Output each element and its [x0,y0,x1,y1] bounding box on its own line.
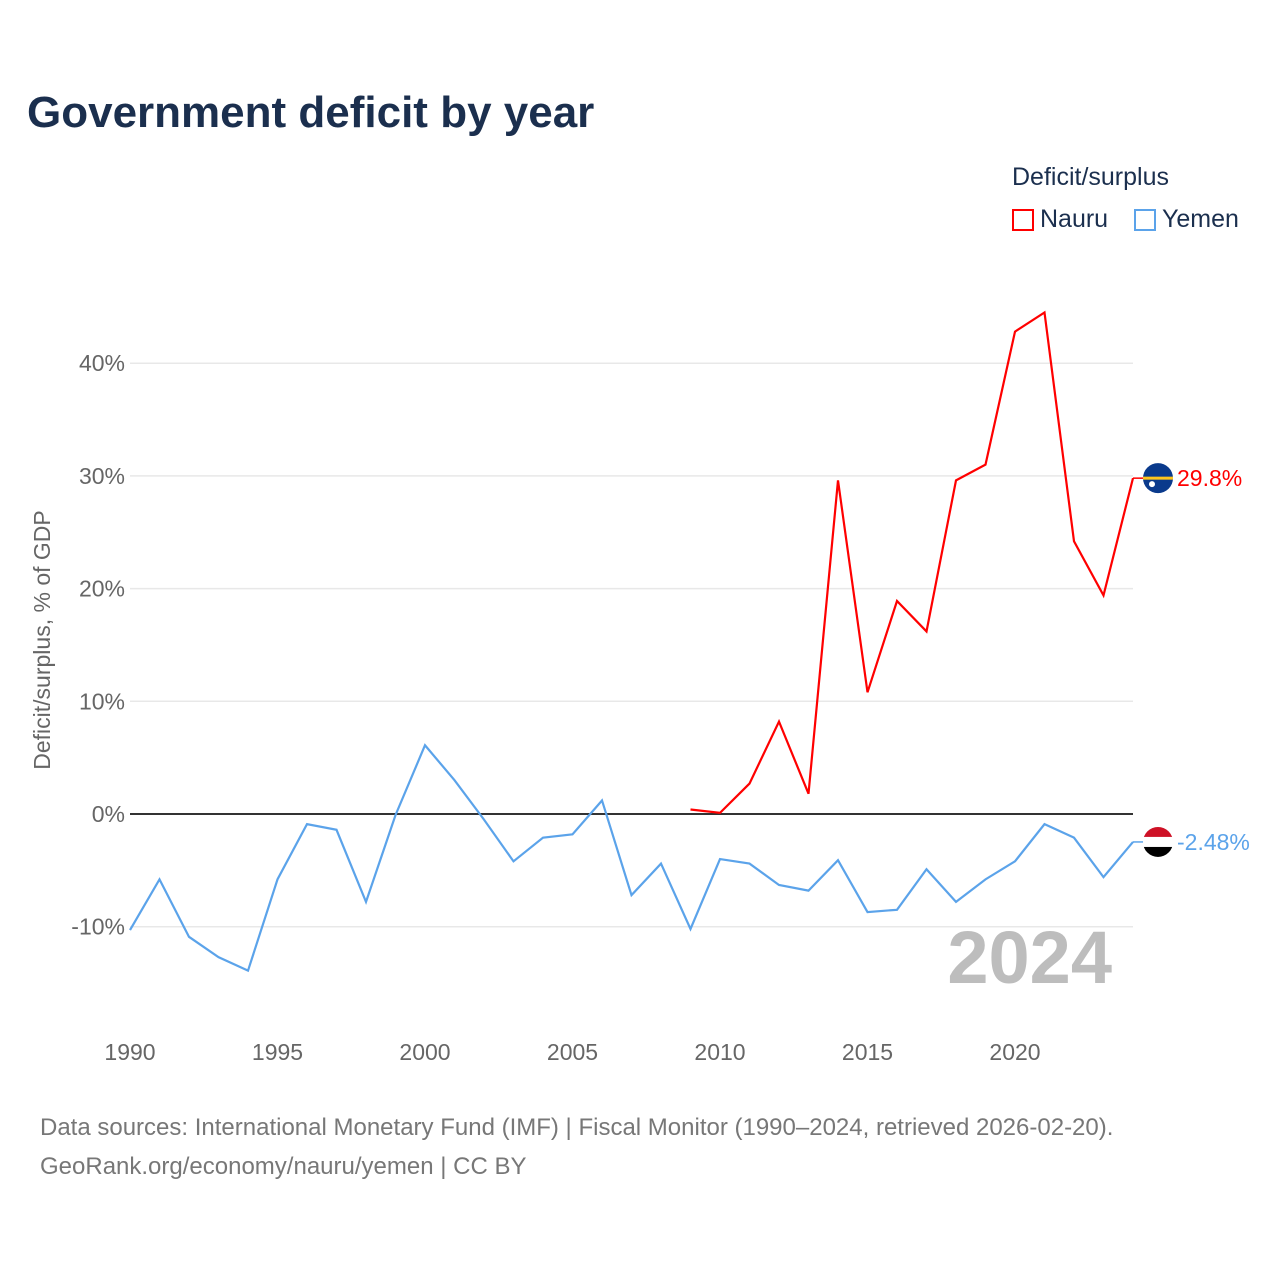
legend-swatch [1012,208,1034,231]
legend-title: Deficit/surplus [1012,163,1169,191]
yemen-flag-icon [1143,836,1173,847]
y-axis-label: Deficit/surplus, % of GDP [29,510,55,769]
x-tick-label: 1995 [252,1039,303,1065]
flag-star [1149,481,1155,488]
yemen-flag-icon [1143,846,1173,857]
legend-swatch [1134,208,1156,231]
end-value-label: 29.8% [1177,465,1242,491]
x-tick-label: 2020 [989,1039,1040,1065]
flag-stripe [1143,476,1173,480]
x-tick-label: 2010 [694,1039,745,1065]
end-value-label: -2.48% [1177,829,1250,855]
y-tick-label: 0% [92,801,125,827]
footer: Data sources: International Monetary Fun… [40,1108,1113,1186]
source-link[interactable]: GeoRank.org/economy/nauru/yemen | CC BY [40,1153,527,1180]
series-line-nauru [690,310,1135,815]
y-tick-label: 10% [79,688,125,714]
series-line-yemen [129,743,1134,973]
legend-label: Yemen [1162,205,1239,233]
y-tick-label: 20% [79,576,125,602]
legend-item-yemen[interactable]: Yemen [1134,205,1239,234]
y-tick-label: -10% [71,914,125,940]
chart-title: Government deficit by year [27,88,595,137]
source-text: Data sources: International Monetary Fun… [40,1114,1114,1141]
x-tick-label: 2005 [547,1039,598,1065]
year-watermark: 2024 [947,916,1112,999]
y-tick-label: 40% [79,350,125,376]
yemen-flag-icon [1143,826,1173,837]
x-tick-label: 1990 [104,1039,155,1065]
legend-item-nauru[interactable]: Nauru [1012,205,1108,234]
x-tick-label: 2000 [399,1039,450,1065]
x-tick-label: 2015 [842,1039,893,1065]
y-tick-label: 30% [79,463,125,489]
legend-label: Nauru [1040,205,1109,233]
